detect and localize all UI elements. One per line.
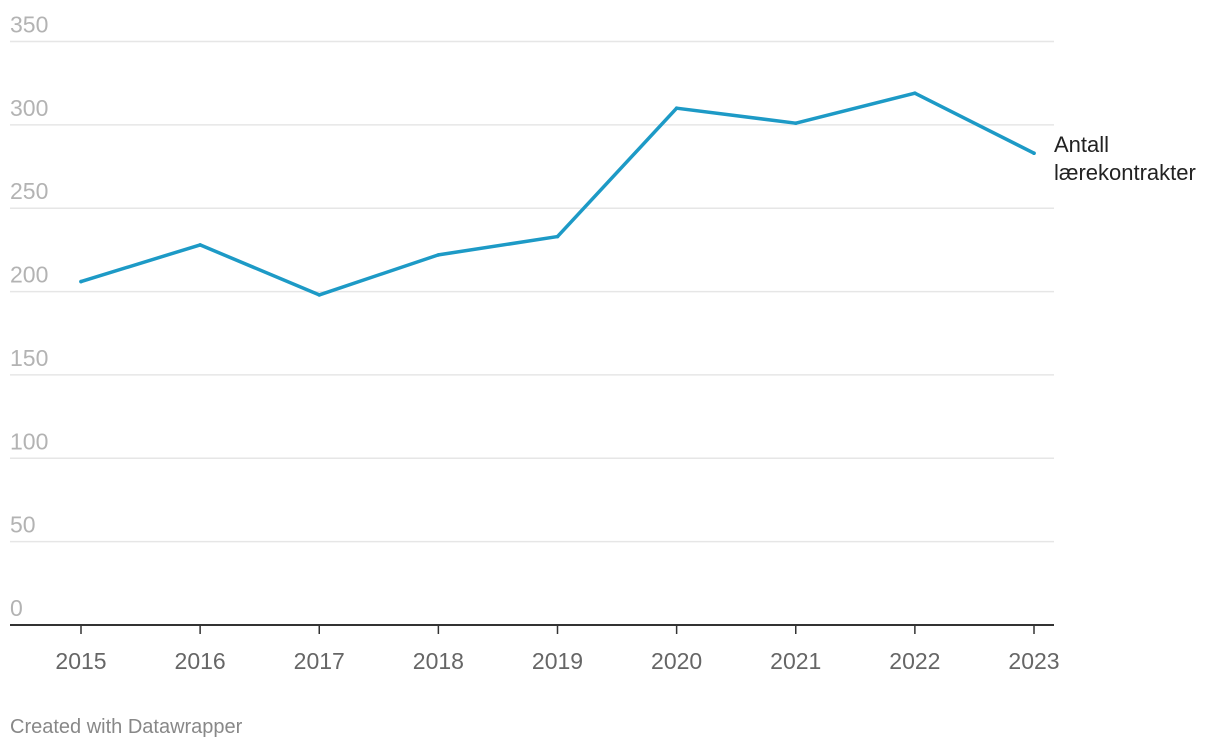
series-label-line: Antall: [1054, 132, 1109, 157]
y-tick-label: 100: [10, 428, 48, 454]
x-tick-label: 2020: [651, 648, 702, 674]
y-tick-label: 150: [10, 345, 48, 371]
x-tick-label: 2021: [770, 648, 821, 674]
y-tick-label: 0: [10, 595, 23, 621]
footer-credit: Created with Datawrapper: [10, 716, 243, 738]
y-tick-label: 50: [10, 512, 36, 538]
data-point: [317, 293, 322, 297]
series-layer: Antall lærekontrakter: [79, 91, 1196, 297]
data-point: [793, 121, 798, 125]
data-point: [674, 106, 679, 110]
data-point: [198, 243, 202, 247]
y-tick-label: 300: [10, 95, 48, 121]
x-tick-label: 2023: [1008, 648, 1059, 674]
data-point: [436, 253, 441, 257]
x-tick-label: 2019: [532, 648, 583, 674]
grid-lines: [10, 40, 1054, 543]
data-point: [79, 279, 83, 284]
data-point: [913, 91, 917, 95]
x-tick-label: 2022: [889, 648, 940, 674]
x-tick-label: 2015: [55, 648, 106, 674]
x-tick-label: 2017: [294, 648, 345, 674]
x-tick-label: 2016: [175, 648, 226, 674]
y-tick-label: 200: [10, 262, 48, 288]
x-axis-ticks: 2015 2016 2017 2018 2019 2020 2021 2022 2023: [55, 625, 1060, 674]
y-tick-label: 350: [10, 12, 48, 38]
series-line: [79, 91, 1036, 297]
series-label-line: lærekontrakter: [1054, 160, 1196, 185]
series-label: Antall lærekontrakter: [1054, 132, 1196, 185]
data-point: [1032, 151, 1036, 155]
x-tick-label: 2018: [413, 648, 464, 674]
y-tick-label: 250: [10, 178, 48, 204]
y-axis-ticks: 0 50 100 150 200 250 300 350: [10, 12, 48, 622]
data-point: [555, 234, 560, 239]
